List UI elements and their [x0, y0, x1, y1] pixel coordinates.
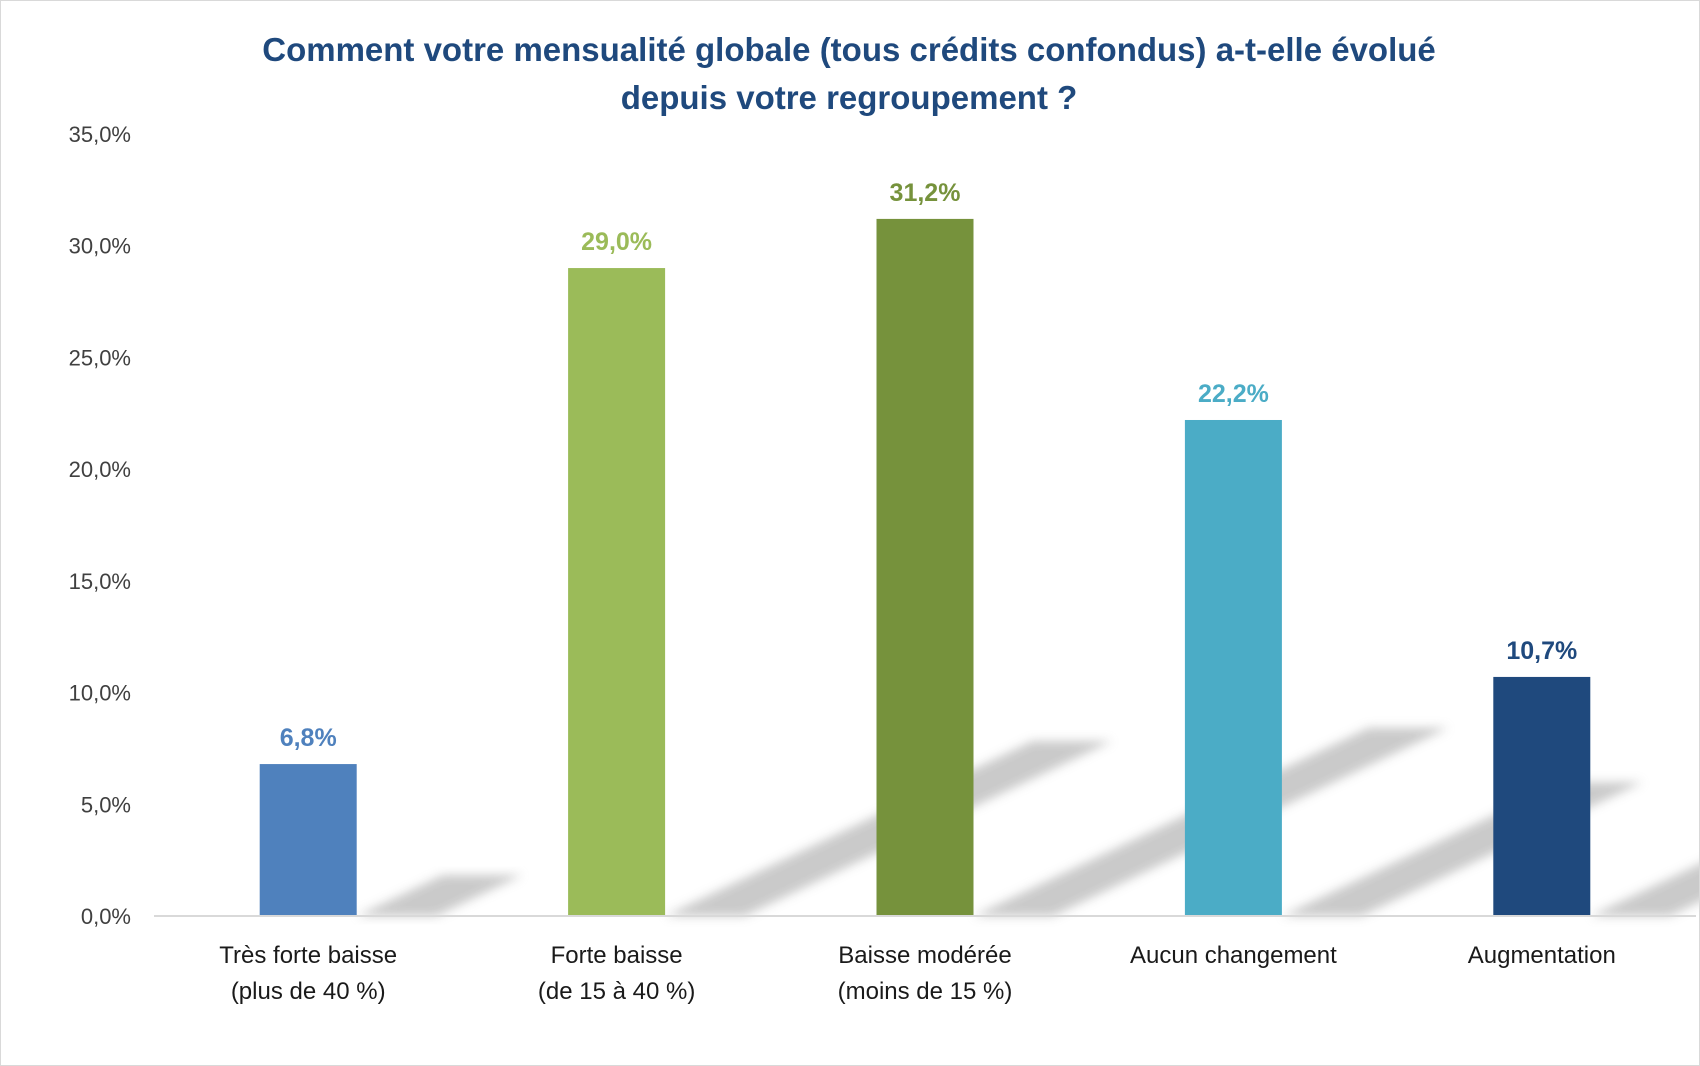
x-category-label: (plus de 40 %): [231, 978, 386, 1005]
bar: [1493, 676, 1591, 916]
data-label: 6,8%: [280, 724, 337, 752]
x-category-label: Forte baisse: [551, 942, 683, 969]
y-tick-label: 35,0%: [69, 122, 131, 147]
data-label: 22,2%: [1198, 380, 1269, 408]
y-axis: 0,0% 5,0% 10,0% 15,0% 20,0% 25,0% 30,0% 35,0%: [69, 122, 131, 929]
data-label: 31,2%: [890, 179, 961, 207]
value-labels: 6,8% 29,0% 31,2% 22,2% 10,7%: [280, 179, 1578, 752]
x-category-label: Très forte baisse: [219, 942, 397, 969]
bar: [876, 218, 974, 917]
bar: [1184, 419, 1282, 916]
y-tick-label: 15,0%: [69, 569, 131, 594]
x-category-label: Aucun changement: [1130, 942, 1337, 969]
y-tick-label: 10,0%: [69, 681, 131, 706]
chart-title-line: depuis votre regroupement ?: [621, 79, 1078, 116]
y-tick-label: 0,0%: [81, 904, 131, 929]
y-tick-label: 25,0%: [69, 345, 131, 370]
y-tick-label: 5,0%: [81, 792, 131, 817]
bar: [259, 764, 357, 916]
y-tick-label: 20,0%: [69, 457, 131, 482]
bars: [259, 218, 1591, 917]
y-tick-label: 30,0%: [69, 234, 131, 259]
data-label: 29,0%: [581, 228, 652, 256]
chart-title: Comment votre mensualité globale (tous c…: [262, 31, 1436, 116]
x-category-label: Baisse modérée: [838, 942, 1011, 969]
x-category-label: Augmentation: [1468, 942, 1616, 969]
data-label: 10,7%: [1506, 637, 1577, 665]
bar-shadow: [1590, 864, 1699, 916]
x-category-label: (moins de 15 %): [838, 978, 1013, 1005]
x-axis: Très forte baisse (plus de 40 %) Forte bai…: [154, 915, 1696, 1005]
x-category-label: (de 15 à 40 %): [538, 978, 695, 1005]
bar-shadow: [356, 874, 523, 916]
bar: [568, 268, 666, 916]
chart-title-line: Comment votre mensualité globale (tous c…: [262, 31, 1436, 68]
